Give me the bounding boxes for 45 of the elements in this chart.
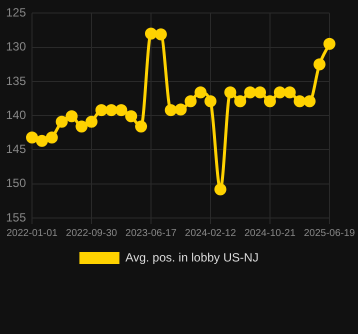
point <box>95 104 108 116</box>
x-tick-label: 2022-01-01 <box>6 228 58 239</box>
y-tick-label: 150 <box>6 176 26 190</box>
point <box>323 38 336 50</box>
point <box>115 104 128 116</box>
point <box>76 120 88 133</box>
point <box>264 95 276 108</box>
point <box>56 116 68 128</box>
point <box>164 104 177 116</box>
point <box>314 58 326 70</box>
x-tick-label: 2024-10-21 <box>244 228 296 239</box>
point <box>204 95 216 108</box>
legend-label: Avg. pos. in lobby US-NJ <box>125 250 259 264</box>
y-tick-label: 130 <box>6 40 26 54</box>
point <box>66 110 78 122</box>
point <box>174 103 187 116</box>
point <box>284 86 296 98</box>
point <box>26 131 38 144</box>
point <box>36 134 48 147</box>
point <box>46 131 58 144</box>
point <box>105 104 118 116</box>
y-tick-label: 140 <box>6 108 26 122</box>
point <box>294 95 306 108</box>
x-tick-label: 2022-09-30 <box>66 228 118 239</box>
y-tick-label: 125 <box>6 6 26 20</box>
point <box>214 183 226 196</box>
point <box>234 95 246 108</box>
point <box>144 28 157 40</box>
point <box>274 86 286 98</box>
point <box>86 116 98 128</box>
y-tick-label: 155 <box>6 210 26 224</box>
point <box>154 28 167 40</box>
point <box>184 95 197 108</box>
point <box>304 95 316 108</box>
point <box>254 86 266 98</box>
y-tick-label: 135 <box>6 74 26 88</box>
x-tick-label: 2024-02-12 <box>184 228 236 239</box>
x-tick-label: 2025-06-19 <box>304 228 356 239</box>
point <box>135 120 148 133</box>
point <box>125 110 138 122</box>
y-tick-label: 145 <box>6 142 26 156</box>
point <box>244 86 256 98</box>
point <box>194 86 207 98</box>
point <box>224 86 236 98</box>
x-tick-label: 2023-06-17 <box>125 228 177 239</box>
